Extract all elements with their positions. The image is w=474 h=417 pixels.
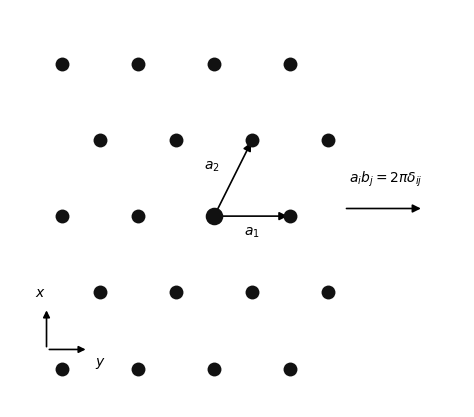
Point: [287, 60, 294, 67]
Point: [58, 365, 65, 372]
Point: [134, 60, 142, 67]
Point: [287, 365, 294, 372]
Text: $a_2$: $a_2$: [204, 160, 219, 174]
Point: [58, 213, 65, 219]
Point: [172, 289, 180, 296]
Point: [58, 60, 65, 67]
Text: $a_ib_j = 2\pi\delta_{ij}$: $a_ib_j = 2\pi\delta_{ij}$: [349, 170, 422, 189]
Point: [96, 289, 104, 296]
Point: [96, 137, 104, 143]
Point: [325, 289, 332, 296]
Text: $a_1$: $a_1$: [245, 226, 260, 241]
Point: [134, 365, 142, 372]
Point: [325, 137, 332, 143]
Point: [172, 137, 180, 143]
Text: $x$: $x$: [35, 286, 46, 300]
Point: [248, 137, 256, 143]
Point: [210, 365, 218, 372]
Text: $y$: $y$: [94, 356, 105, 371]
Point: [248, 289, 256, 296]
Point: [210, 213, 218, 219]
Point: [210, 60, 218, 67]
Point: [287, 213, 294, 219]
Point: [134, 213, 142, 219]
